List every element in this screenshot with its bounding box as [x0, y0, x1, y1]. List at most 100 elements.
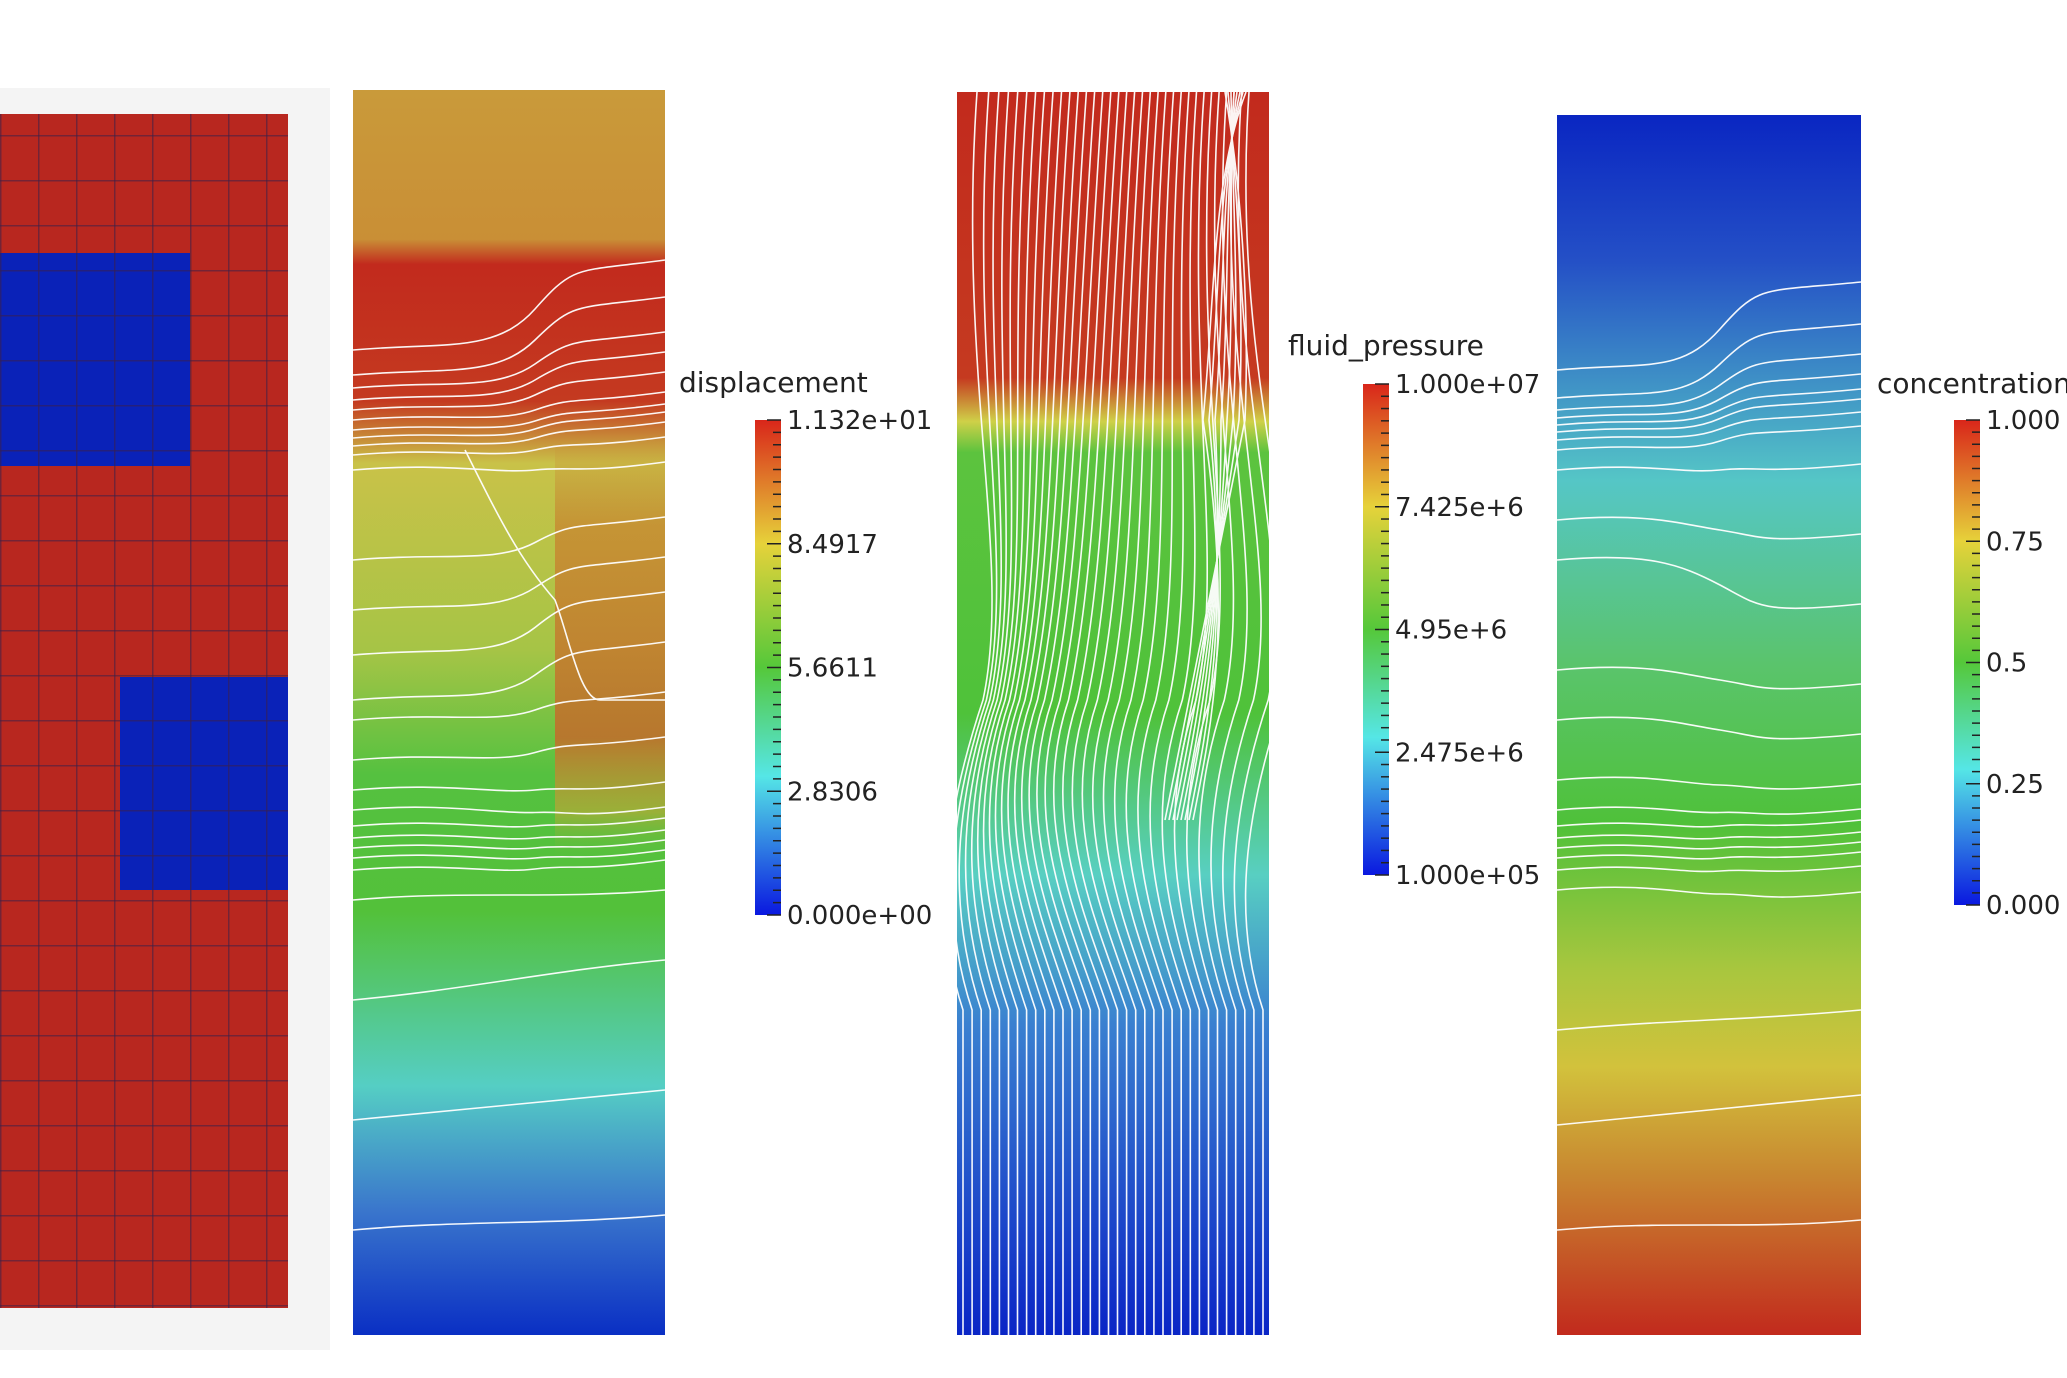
- displacement-contour-line: [352, 691, 666, 721]
- displacement-contour-line: [352, 516, 666, 561]
- fluid-pressure-panel: [944, 91, 1291, 1335]
- fluid-pressure-streamline: [1081, 91, 1144, 1335]
- displacement-contour-line: [352, 591, 666, 656]
- displacement-contour-line: [352, 391, 666, 421]
- fluid-pressure-streamline: [982, 91, 1037, 1335]
- fluid-pressure-streamline: [976, 91, 1028, 1335]
- concentration-colorbar-label: 0.000: [1986, 891, 2060, 921]
- displacement-panel: [352, 90, 666, 1335]
- displacement-colorbar-label: 0.000e+00: [787, 901, 932, 931]
- concentration-colorbar-label: 0.75: [1986, 527, 2044, 557]
- displacement-contour-line: [352, 436, 666, 456]
- fluid-pressure-streamline: [1036, 91, 1104, 1335]
- displacement-contour-line: [352, 351, 666, 401]
- concentration-contour-line: [1556, 1094, 1862, 1126]
- fluid-pressure-streamline: [1188, 91, 1244, 821]
- concentration-contour-line: [1556, 886, 1862, 898]
- displacement-colorbar-label: 2.8306: [787, 777, 878, 807]
- fluid-pressure-streamline: [994, 91, 1054, 1335]
- concentration-contour-line: [1556, 425, 1862, 451]
- displacement-contour-line: [352, 781, 666, 792]
- fluid-pressure-streamline: [1164, 91, 1248, 821]
- displacement-contour-line: [352, 411, 666, 439]
- displacement-contour-line: [352, 403, 666, 431]
- concentration-contour-line: [1556, 516, 1862, 540]
- concentration-colorbar-label: 0.25: [1986, 770, 2044, 800]
- displacement-contour-line: [352, 461, 666, 472]
- fluid-pressure-streamline: [1168, 91, 1242, 821]
- fluid-pressure-streamline: [1125, 91, 1175, 1335]
- concentration-contour-line: [1556, 323, 1862, 399]
- mesh-grid: [0, 114, 288, 1308]
- fluid-pressure-streamline: [1061, 91, 1128, 1335]
- fluid-pressure-streamline: [1149, 91, 1192, 1335]
- displacement-contour-line: [352, 829, 666, 840]
- fluid-pressure-streamline: [970, 91, 1019, 1335]
- fluid-pressure-colorbar-label: 2.475e+6: [1395, 738, 1524, 768]
- fluid-pressure-colorbar-label: 1.000e+07: [1395, 370, 1540, 400]
- fluid-pressure-streamline: [1007, 91, 1071, 1335]
- displacement-contour-line: [352, 556, 666, 611]
- displacement-contour-line: [352, 839, 666, 850]
- displacement-contour-line: [352, 259, 666, 351]
- concentration-colorbar-label: 1.000: [1986, 406, 2060, 436]
- fluid-pressure-streamline: [964, 91, 1010, 1335]
- fluid-pressure-streamline: [1176, 91, 1235, 821]
- concentration-contour-line: [1556, 1009, 1862, 1031]
- concentration-contour-line: [1556, 388, 1862, 426]
- displacement-contour-line: [352, 959, 666, 1001]
- fluid-pressure-streamline: [1137, 91, 1182, 1335]
- concentration-contour-line: [1556, 819, 1862, 828]
- mesh-panel: [0, 88, 330, 1350]
- fluid-pressure-streamline: [958, 91, 1002, 1335]
- displacement-contour-line: [464, 449, 665, 701]
- fluid-pressure-streamline: [1091, 91, 1152, 1335]
- concentration-contour-line: [1556, 865, 1862, 873]
- displacement-contour-line: [352, 859, 666, 872]
- concentration-field: [1557, 115, 1861, 1335]
- displacement-contour-line: [352, 849, 666, 860]
- fluid-pressure-streamline: [1180, 91, 1238, 821]
- displacement-colorbar-title: displacement: [679, 366, 868, 399]
- concentration-contour-line: [1556, 373, 1862, 419]
- fluid-pressure-colorbar-title: fluid_pressure: [1288, 329, 1484, 362]
- fluid-pressure-streamline: [1184, 91, 1241, 821]
- fluid-pressure-streamline: [1071, 91, 1136, 1335]
- concentration-contour-line: [1556, 398, 1862, 433]
- fluid-pressure-streamline: [1052, 91, 1120, 1335]
- displacement-colorbar-label: 1.132e+01: [787, 406, 932, 436]
- displacement-contours: [352, 259, 666, 1231]
- fluid-pressure-streamline: [944, 91, 993, 1335]
- fluid-pressure-colorbar-label: 4.95e+6: [1395, 616, 1507, 646]
- concentration-contour-line: [1556, 556, 1862, 610]
- fluid-pressure-colorbar-label: 1.000e+05: [1395, 861, 1540, 891]
- concentration-contour-line: [1556, 716, 1862, 740]
- concentration-contour-line: [1556, 463, 1862, 472]
- concentration-colorbar-title: concentration: [1877, 367, 2067, 400]
- fluid-pressure-streamline: [1172, 91, 1237, 821]
- fluid-pressure-streamline: [1000, 91, 1063, 1335]
- fluid-pressure-streamline: [1044, 91, 1112, 1335]
- concentration-contour-line: [1556, 806, 1862, 815]
- concentration-contour-line: [1556, 851, 1862, 860]
- concentration-contour-line: [1556, 776, 1862, 790]
- fluid-pressure-streamline: [1161, 91, 1201, 1335]
- displacement-contour-line: [352, 296, 666, 376]
- fluid-pressure-streamline: [1020, 91, 1088, 1335]
- concentration-contour-line: [1556, 353, 1862, 411]
- fluid-pressure-streamline: [1113, 91, 1167, 1335]
- fluid-pressure-streamline: [1013, 91, 1079, 1335]
- fluid-pressure-streamline: [1192, 91, 1247, 821]
- concentration-contour-line: [1556, 841, 1862, 850]
- concentration-contour-line: [1556, 1219, 1862, 1231]
- concentration-contours: [1556, 281, 1862, 1231]
- displacement-contour-line: [352, 736, 666, 761]
- concentration-contour-line: [1556, 831, 1862, 840]
- displacement-contour-line: [352, 641, 666, 701]
- concentration-panel: [1556, 115, 1862, 1335]
- displacement-colorbar: displacement 1.132e+01 8.4917 5.6611 2.8306…: [679, 366, 932, 931]
- fluid-pressure-streamline: [1233, 91, 1277, 1335]
- displacement-contour-line: [352, 421, 666, 447]
- fluid-pressure-streamline: [1244, 91, 1291, 1335]
